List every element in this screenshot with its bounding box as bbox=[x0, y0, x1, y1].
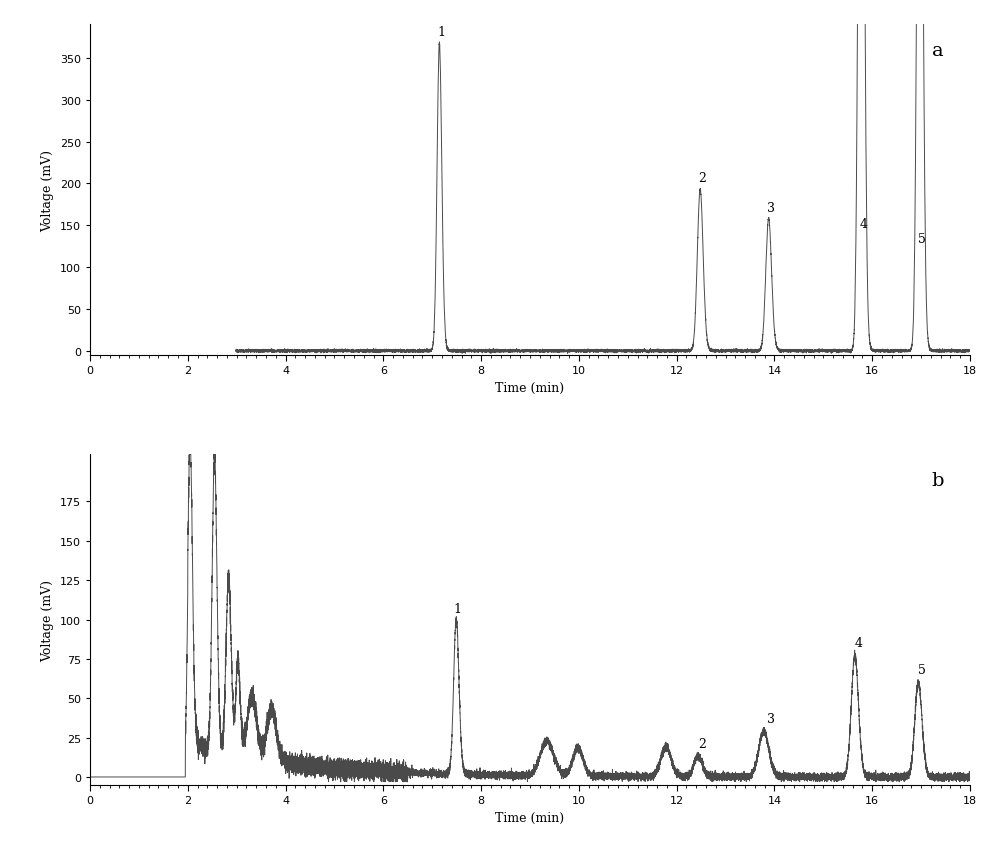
Text: 1: 1 bbox=[454, 602, 462, 615]
X-axis label: Time (min): Time (min) bbox=[495, 381, 565, 394]
Y-axis label: Voltage (mV): Voltage (mV) bbox=[41, 149, 54, 231]
Text: 2: 2 bbox=[698, 172, 706, 185]
Text: b: b bbox=[931, 471, 944, 490]
Text: 3: 3 bbox=[767, 202, 775, 214]
Y-axis label: Voltage (mV): Voltage (mV) bbox=[41, 579, 54, 661]
Text: 4: 4 bbox=[859, 218, 867, 231]
Text: 1: 1 bbox=[437, 25, 445, 39]
Text: 5: 5 bbox=[918, 233, 926, 246]
Text: 2: 2 bbox=[698, 738, 706, 750]
Text: 3: 3 bbox=[767, 712, 775, 725]
Text: 5: 5 bbox=[918, 663, 926, 676]
Text: a: a bbox=[932, 42, 944, 60]
Text: 4: 4 bbox=[855, 636, 863, 650]
X-axis label: Time (min): Time (min) bbox=[495, 811, 565, 824]
